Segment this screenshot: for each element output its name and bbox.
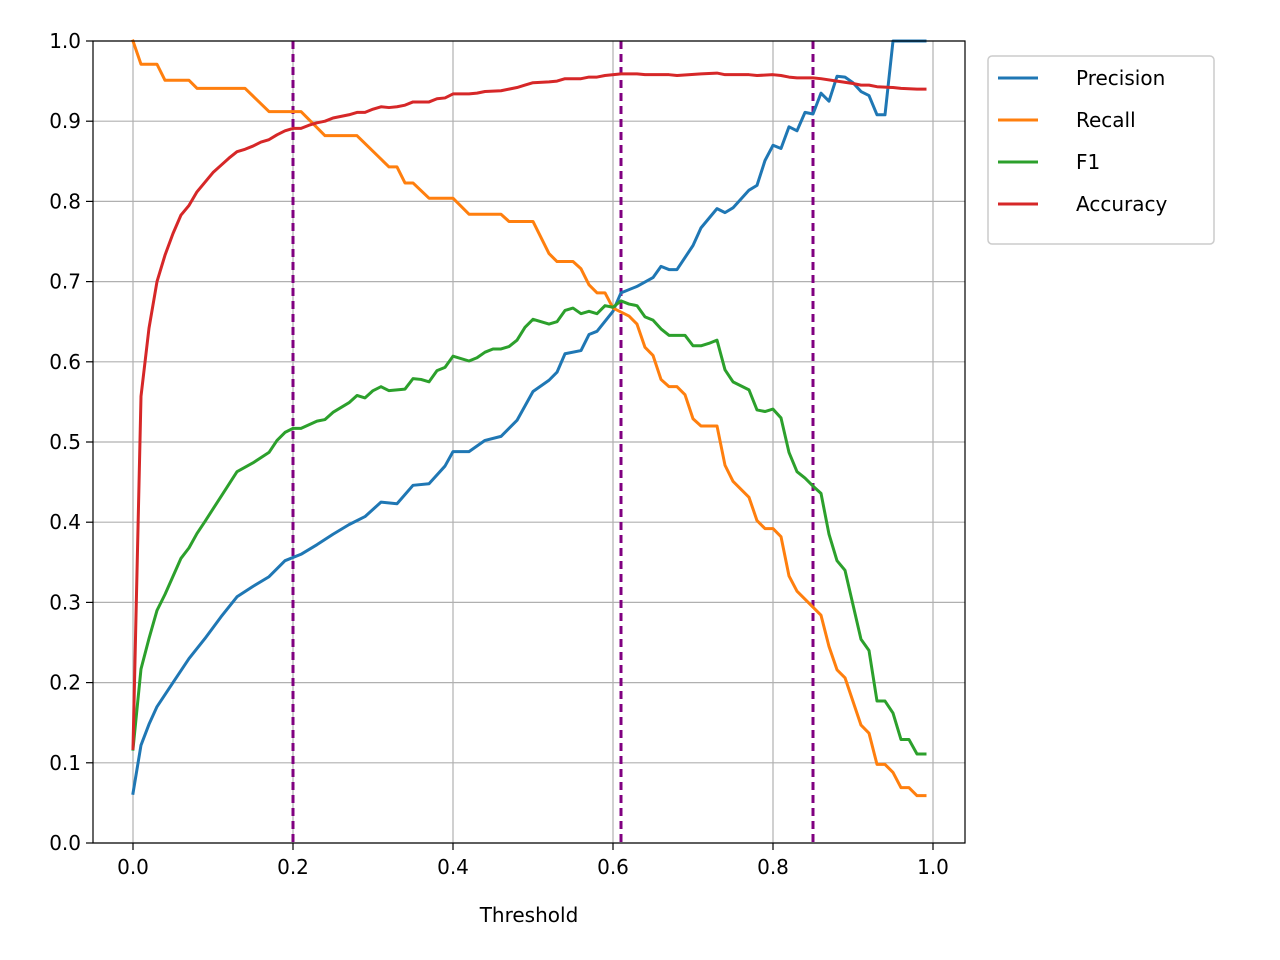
series-line-f1 bbox=[131, 299, 927, 756]
x-tick-label: 0.8 bbox=[757, 855, 789, 879]
legend: Precision Recall F1 Accuracy bbox=[987, 55, 1215, 245]
series-line-accuracy bbox=[131, 71, 927, 750]
legend-label: Accuracy bbox=[1076, 192, 1167, 216]
legend-label: Precision bbox=[1076, 66, 1165, 90]
y-tick-label: 0.4 bbox=[49, 510, 81, 534]
y-tick-label: 1.0 bbox=[49, 29, 81, 53]
y-axis: 0.0 0.1 0.2 0.3 0.4 0.5 0.6 0.7 0.8 0.9 1.0 bbox=[49, 29, 93, 855]
y-tick-label: 0.3 bbox=[49, 590, 81, 614]
x-tick-label: 0.0 bbox=[117, 855, 149, 879]
x-tick-label: 0.6 bbox=[597, 855, 629, 879]
y-tick-label: 0.7 bbox=[49, 270, 81, 294]
y-tick-label: 0.0 bbox=[49, 831, 81, 855]
legend-label: Recall bbox=[1076, 108, 1136, 132]
y-tick-label: 0.1 bbox=[49, 751, 81, 775]
legend-box bbox=[987, 55, 1215, 245]
plot-area bbox=[92, 39, 966, 844]
x-tick-label: 1.0 bbox=[917, 855, 949, 879]
y-tick-label: 0.2 bbox=[49, 671, 81, 695]
legend-label: F1 bbox=[1076, 150, 1100, 174]
series-line-precision bbox=[131, 39, 927, 796]
y-tick-label: 0.8 bbox=[49, 189, 81, 213]
threshold-markers bbox=[291, 41, 815, 843]
series-lines bbox=[131, 39, 927, 798]
y-tick-label: 0.9 bbox=[49, 109, 81, 133]
y-tick-label: 0.6 bbox=[49, 350, 81, 374]
y-tick-label: 0.5 bbox=[49, 430, 81, 454]
x-axis-title: Threshold bbox=[479, 903, 579, 927]
x-axis: 0.0 0.2 0.4 0.6 0.8 1.0 bbox=[117, 843, 949, 879]
x-tick-label: 0.4 bbox=[437, 855, 469, 879]
series-line-recall bbox=[131, 39, 927, 798]
x-tick-label: 0.2 bbox=[277, 855, 309, 879]
